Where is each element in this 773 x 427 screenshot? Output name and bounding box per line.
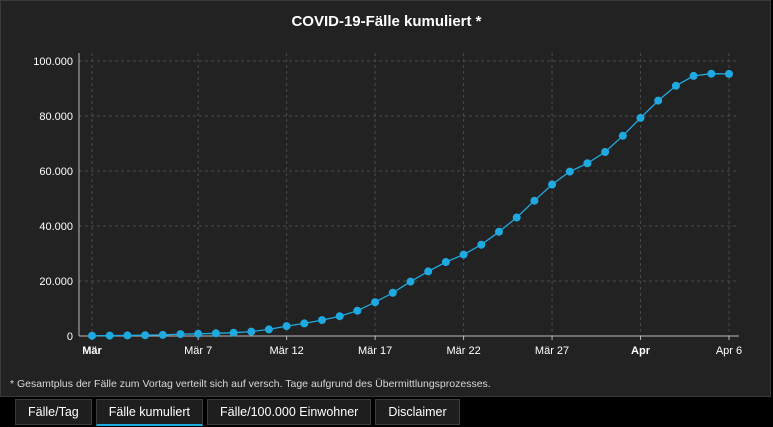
x-tick-label: Mär 27 bbox=[535, 345, 569, 357]
data-point bbox=[141, 331, 150, 340]
data-point bbox=[495, 227, 503, 236]
data-point bbox=[654, 96, 663, 105]
x-tick-label: Mär 22 bbox=[446, 345, 480, 357]
tab-disclaimer[interactable]: Disclaimer bbox=[375, 399, 460, 425]
data-point bbox=[318, 316, 326, 325]
y-tick-label: 0 bbox=[67, 331, 73, 343]
grid-lines bbox=[79, 53, 739, 336]
data-point bbox=[211, 329, 220, 338]
y-tick-label: 80.000 bbox=[39, 111, 73, 123]
series-cumulative-cases bbox=[88, 69, 733, 340]
data-point bbox=[636, 113, 645, 122]
data-point bbox=[406, 277, 415, 286]
data-point bbox=[601, 148, 610, 156]
chart-panel: COVID-19-Fälle kumuliert * 0 20.000 40.000… bbox=[0, 0, 771, 397]
data-point bbox=[388, 288, 397, 297]
axes bbox=[78, 53, 739, 340]
x-tick-label: Mär 12 bbox=[270, 345, 304, 357]
data-point bbox=[548, 180, 557, 189]
data-point bbox=[618, 131, 627, 140]
data-point bbox=[158, 330, 167, 339]
y-tick-label: 100.000 bbox=[33, 56, 73, 68]
data-point bbox=[300, 319, 309, 328]
y-tick-label: 60.000 bbox=[39, 166, 73, 178]
tab-faelle-kumuliert[interactable]: Fälle kumuliert bbox=[95, 399, 204, 426]
data-point bbox=[353, 306, 362, 315]
data-point bbox=[282, 322, 291, 331]
data-point bbox=[565, 167, 574, 176]
data-point bbox=[671, 81, 680, 90]
x-tick-label: Apr bbox=[631, 345, 651, 357]
x-tick-label: Apr 6 bbox=[716, 345, 742, 357]
tab-faelle-pro-100000-einwohner[interactable]: Fälle/100.000 Einwohner bbox=[207, 399, 372, 425]
data-point bbox=[335, 312, 344, 321]
chart-title: COVID-19-Fälle kumuliert * bbox=[291, 13, 482, 30]
data-point bbox=[441, 258, 450, 266]
data-point bbox=[707, 69, 716, 78]
data-point bbox=[88, 331, 96, 340]
line-chart: 0 20.000 40.000 60.000 80.000 100.000 Mär Mär 7… bbox=[33, 53, 742, 357]
series-line bbox=[91, 73, 730, 337]
data-point bbox=[247, 327, 256, 336]
tab-bar: Fälle/Tag Fälle kumuliert Fälle/100.000 … bbox=[15, 399, 460, 426]
data-point bbox=[176, 330, 185, 339]
data-point bbox=[689, 71, 698, 80]
tick-labels: 0 20.000 40.000 60.000 80.000 100.000 Mär Mär 7… bbox=[33, 56, 742, 357]
x-tick-label: Mär bbox=[82, 345, 102, 357]
y-tick-label: 40.000 bbox=[39, 221, 73, 233]
x-tick-label: Mär 7 bbox=[184, 345, 212, 357]
footnote: * Gesamtplus der Fälle zum Vortag vertei… bbox=[10, 378, 491, 390]
data-point bbox=[725, 69, 733, 78]
data-point bbox=[229, 328, 238, 337]
data-point bbox=[530, 196, 539, 205]
tab-faelle-pro-tag[interactable]: Fälle/Tag bbox=[15, 399, 92, 425]
data-point bbox=[194, 329, 203, 338]
y-tick-label: 20.000 bbox=[39, 276, 73, 288]
data-point bbox=[264, 325, 273, 334]
data-point bbox=[477, 240, 486, 249]
x-tick-label: Mär 17 bbox=[358, 345, 392, 357]
data-point bbox=[123, 331, 132, 340]
data-point bbox=[371, 298, 380, 307]
data-point bbox=[512, 213, 521, 222]
data-point bbox=[105, 331, 114, 340]
data-point bbox=[424, 267, 433, 276]
data-point bbox=[459, 250, 468, 259]
data-point bbox=[583, 159, 592, 168]
